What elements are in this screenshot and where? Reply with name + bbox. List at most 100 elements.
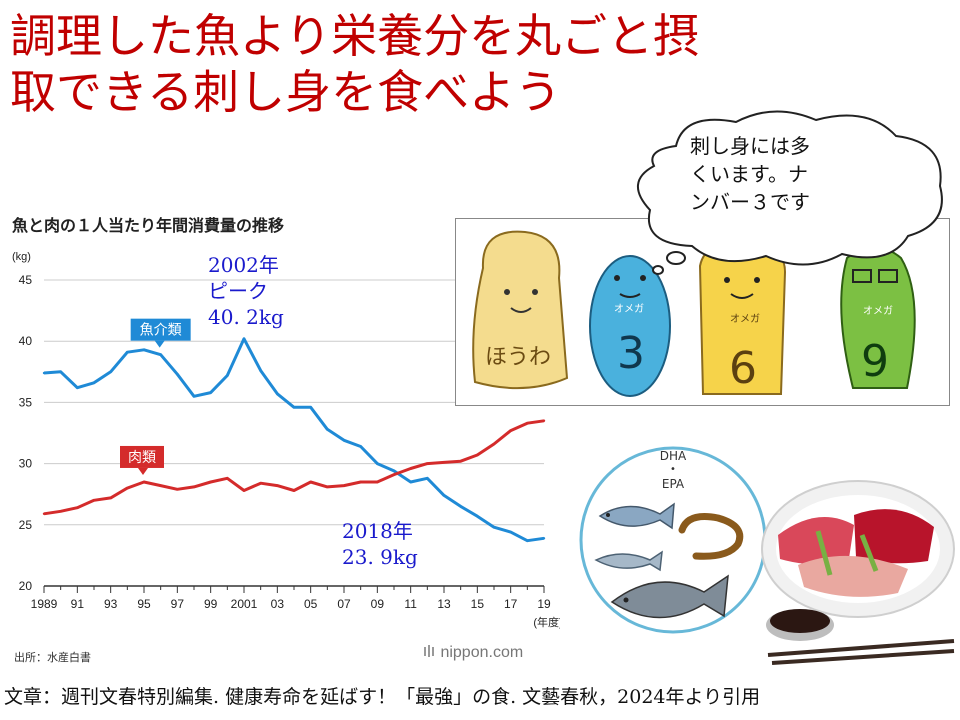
meat-data-point xyxy=(42,512,46,515)
meat-data-point xyxy=(209,480,212,484)
y-axis-label: (kg) xyxy=(12,251,31,263)
meat-data-point xyxy=(226,477,229,480)
chart-title: 魚と肉の１人当たり年間消費量の推移 xyxy=(12,218,285,235)
meat-data-point xyxy=(109,496,112,500)
x-tick-label: 09 xyxy=(371,597,385,611)
fish-data-point xyxy=(426,477,429,480)
low-year: 2018年 xyxy=(342,519,413,543)
meat-data-point xyxy=(326,485,329,489)
meat-data-point xyxy=(242,489,246,492)
meat-data-point xyxy=(376,480,379,484)
fish-data-point xyxy=(409,480,412,484)
fish-data-point xyxy=(242,337,246,340)
fish-data-point xyxy=(142,348,146,351)
chart-source: 出所：水産白書 xyxy=(14,652,91,664)
meat-data-point xyxy=(276,484,279,487)
x-tick-label: 97 xyxy=(171,597,185,611)
x-axis-label: (年度) xyxy=(533,615,560,629)
fish-data-point xyxy=(92,381,96,385)
omega-3-number: 3 xyxy=(617,328,645,379)
fish-data-point xyxy=(276,392,279,396)
bubble-line-2: くいます。ナ xyxy=(690,162,808,186)
meat-data-point xyxy=(92,499,96,502)
dha-label: DHA xyxy=(660,449,687,463)
meat-data-point xyxy=(142,480,146,484)
meat-data-point xyxy=(526,422,529,425)
citation: 文章：週刊文春特別編集. 健康寿命を延ばす！「最強」の食. 文藝春秋，2024年… xyxy=(4,686,761,708)
brand-bars-icon xyxy=(424,645,434,657)
sashimi-plate-illustration xyxy=(761,480,955,665)
fish-data-point xyxy=(209,391,212,394)
omega-9-mascot: オメガ 9 xyxy=(840,246,916,389)
fish-series-label: 魚介類 xyxy=(140,323,182,339)
nippon-brand: nippon.com xyxy=(424,644,523,662)
meat-data-point xyxy=(426,462,429,465)
fish-series-label-box xyxy=(130,318,191,341)
sardine-icon xyxy=(594,550,663,572)
y-tick-label: 20 xyxy=(19,579,33,593)
saturated-fat-mascot: ほうわ xyxy=(472,230,569,390)
fish-data-point xyxy=(492,526,496,529)
meat-data-point xyxy=(309,480,312,484)
fish-data-point xyxy=(326,428,329,431)
mascot-hou-wa-text: ほうわ xyxy=(485,345,551,370)
slide-title-line-1: 調理した魚より栄養分を丸ごと摂 xyxy=(10,9,700,63)
fish-data-point xyxy=(459,505,462,508)
x-tick-label: 93 xyxy=(104,597,118,611)
dha-epa-fish-illustration: DHA • EPA xyxy=(579,446,767,634)
meat-series-label-box xyxy=(120,445,164,468)
omega-3-caption: オメガ xyxy=(614,303,644,315)
peak-value: 40. 2kg xyxy=(208,305,284,329)
x-tick-label: 95 xyxy=(137,597,151,611)
fish-data-point xyxy=(526,539,529,542)
meat-data-point xyxy=(359,480,362,484)
meat-data-point xyxy=(292,489,296,492)
fish-data-point xyxy=(509,530,512,534)
peak-label: ピーク xyxy=(208,279,268,303)
meat-data-point xyxy=(126,486,129,490)
omega-3-mascot: オメガ 3 xyxy=(589,255,671,397)
y-tick-label: 45 xyxy=(19,273,33,287)
x-tick-label: 13 xyxy=(437,597,451,611)
meat-data-point xyxy=(159,484,162,487)
x-tick-label: 19 xyxy=(537,597,551,611)
x-tick-label: 91 xyxy=(71,597,85,611)
x-tick-label: 03 xyxy=(271,597,285,611)
peak-annotation: 2002年 ピーク 40. 2kg xyxy=(208,252,284,330)
fish-data-point xyxy=(126,351,129,354)
y-tick-label: 40 xyxy=(19,334,33,348)
meat-series-label: 肉類 xyxy=(128,450,156,466)
omega-6-number: 6 xyxy=(729,343,757,394)
fish-data-point xyxy=(192,395,196,398)
meat-data-point xyxy=(509,429,512,432)
fish-data-point xyxy=(226,374,229,377)
meat-data-point xyxy=(176,488,179,491)
fish-data-point xyxy=(59,370,62,373)
fish-data-point xyxy=(376,462,379,465)
x-tick-label: 99 xyxy=(204,597,218,611)
meat-data-point xyxy=(459,459,462,463)
mackerel-icon xyxy=(598,502,675,530)
tuna-icon xyxy=(610,574,729,619)
fish-data-point xyxy=(309,406,312,409)
meat-data-point xyxy=(476,453,479,457)
fish-data-point xyxy=(259,369,262,372)
x-tick-label: 17 xyxy=(504,597,518,611)
meat-data-point xyxy=(392,473,396,476)
meat-data-point xyxy=(542,419,546,422)
fish-data-point xyxy=(159,353,162,356)
bubble-line-1: 刺し身には多 xyxy=(690,134,810,158)
x-tick-label: 07 xyxy=(337,597,351,611)
meat-data-point xyxy=(492,442,496,446)
meat-data-point xyxy=(409,467,412,470)
x-tick-label: 15 xyxy=(471,597,485,611)
fish-data-point xyxy=(359,445,362,448)
y-tick-label: 30 xyxy=(19,457,33,471)
chart-x-axis: 1989 91 93 95 97 99 2001 03 05 07 09 11 13 15 17 19 (年度) xyxy=(31,586,560,629)
meat-data-point xyxy=(76,506,79,509)
omega-6-caption: オメガ xyxy=(730,313,760,325)
omega-9-number: 9 xyxy=(861,336,889,387)
eel-icon xyxy=(678,513,744,560)
omega-9-caption: オメガ xyxy=(863,305,893,317)
chart-y-axis: 20 25 30 35 40 45 (kg) xyxy=(12,251,32,593)
